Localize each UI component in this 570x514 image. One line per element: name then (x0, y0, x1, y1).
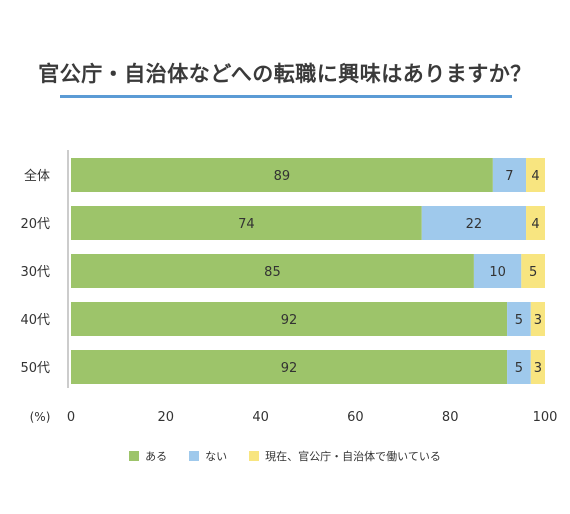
bar-segment (507, 350, 531, 384)
x-tick-label: 100 (533, 410, 558, 425)
x-unit-label: (%) (30, 410, 51, 424)
bar-segment (421, 206, 527, 240)
legend-item-currently-working: 現在、官公庁・自治体で働いている (249, 448, 441, 464)
bar-segment (521, 254, 545, 288)
title-underline (60, 95, 512, 98)
category-label: 20代 (20, 217, 50, 232)
data-label: 74 (238, 217, 255, 232)
x-tick-label: 40 (252, 410, 269, 425)
data-label: 85 (264, 265, 281, 280)
legend-swatch-yes (129, 451, 140, 461)
data-label: 10 (489, 265, 506, 280)
legend-swatch-currently-working (249, 451, 260, 461)
bar-segment (71, 254, 474, 288)
bar-segment (526, 206, 545, 240)
legend-swatch-no (189, 451, 200, 461)
category-label: 30代 (20, 265, 50, 280)
data-label: 5 (515, 313, 523, 328)
data-label: 5 (515, 361, 523, 376)
x-tick-label: 0 (67, 410, 75, 425)
legend-label-no: ない (205, 450, 228, 463)
x-tick-label: 60 (347, 410, 364, 425)
data-label: 4 (531, 169, 539, 184)
bar-segment (507, 302, 531, 336)
bar-segment (71, 206, 422, 240)
bar-segment (530, 350, 545, 384)
legend-item-yes: ある (129, 448, 167, 464)
bar-segment (492, 158, 527, 192)
data-label: 7 (505, 169, 513, 184)
bar-segment (530, 302, 545, 336)
data-label: 92 (281, 313, 298, 328)
bar-segment (71, 350, 508, 384)
category-label: 全体 (24, 168, 50, 184)
data-label: 5 (529, 265, 537, 280)
legend-label-yes: ある (145, 450, 168, 463)
bar-segment (71, 302, 508, 336)
x-tick-label: 80 (442, 410, 459, 425)
data-label: 89 (274, 169, 291, 184)
data-label: 22 (466, 217, 483, 232)
data-label: 3 (534, 361, 542, 376)
category-label: 50代 (20, 361, 50, 376)
bar-segment (71, 158, 493, 192)
legend: ある ない 現在、官公庁・自治体で働いている (0, 448, 570, 464)
chart-title: 官公庁・自治体などへの転職に興味はありますか？ (38, 62, 532, 86)
data-label: 4 (531, 217, 539, 232)
bar-segment (473, 254, 522, 288)
bar-segment (526, 158, 545, 192)
x-tick-label: 20 (158, 410, 175, 425)
legend-item-no: ない (189, 448, 227, 464)
category-label: 40代 (20, 313, 50, 328)
data-label: 3 (534, 313, 542, 328)
data-label: 92 (281, 361, 298, 376)
legend-label-currently-working: 現在、官公庁・自治体で働いている (265, 450, 441, 463)
